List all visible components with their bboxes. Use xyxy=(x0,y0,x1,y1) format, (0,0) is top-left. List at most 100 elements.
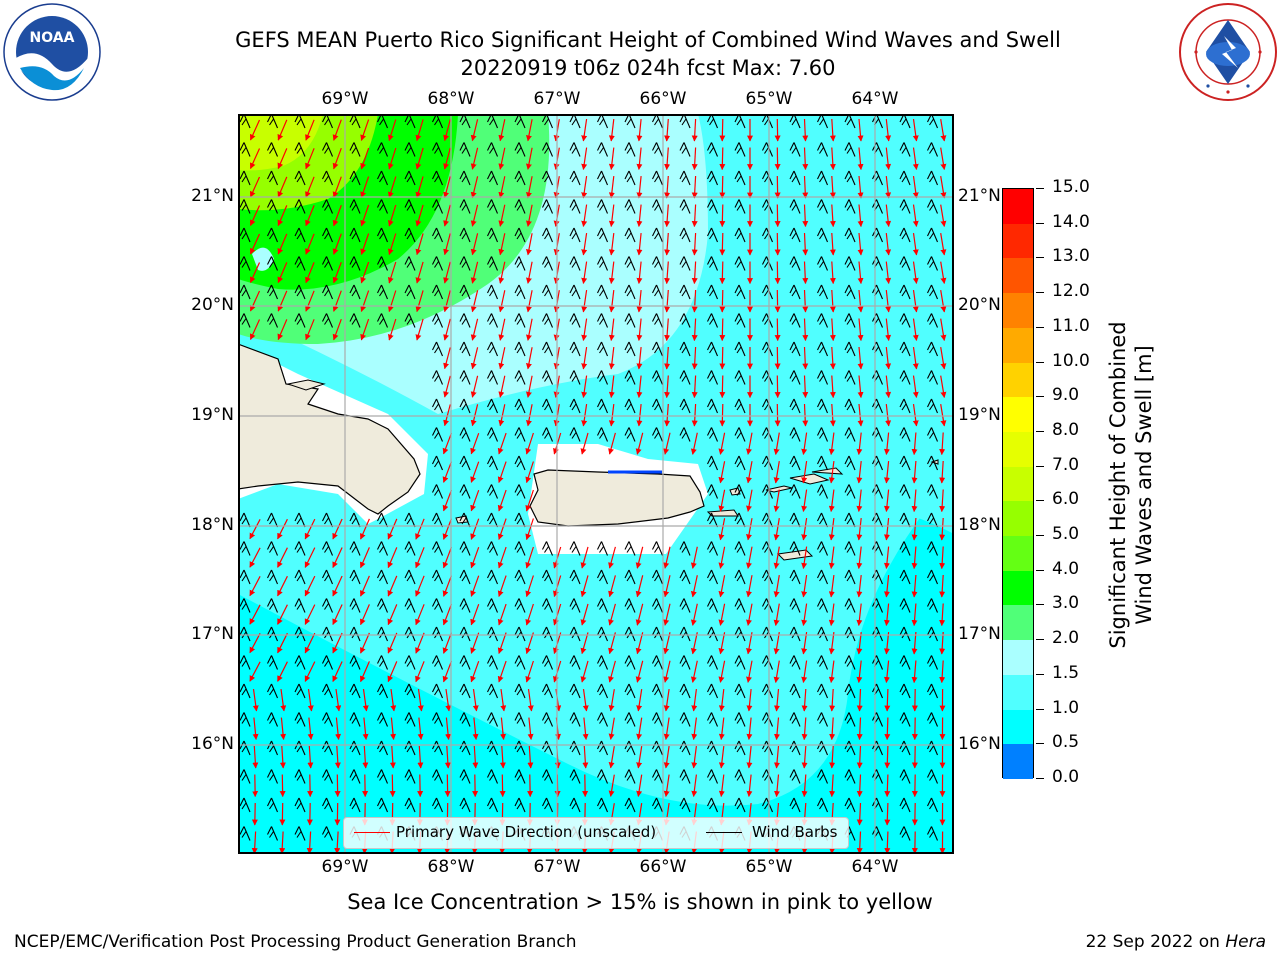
wave-direction-arrow xyxy=(636,261,643,284)
wave-direction-arrow xyxy=(912,404,919,427)
wind-barb xyxy=(349,712,361,727)
lon-label-bottom-64w: 64°W xyxy=(851,857,899,877)
colorbar-tick xyxy=(1036,535,1044,537)
wind-barb xyxy=(734,142,746,157)
wave-direction-arrow xyxy=(940,204,947,227)
wave-direction-arrow xyxy=(939,546,946,570)
wind-barb xyxy=(432,598,444,613)
wind-barb xyxy=(377,598,389,613)
wind-barb xyxy=(294,826,306,841)
wave-direction-arrow xyxy=(636,290,643,313)
wind-barb xyxy=(789,455,801,471)
wind-barb xyxy=(844,655,856,670)
wind-barb xyxy=(432,313,444,328)
wind-barb xyxy=(349,227,361,243)
wind-barb xyxy=(459,227,471,243)
wind-barb xyxy=(652,598,664,613)
wave-direction-layer xyxy=(249,118,947,854)
wind-barb xyxy=(569,227,581,243)
wind-barb xyxy=(514,769,526,784)
wave-direction-arrow xyxy=(608,290,615,313)
wind-barb xyxy=(294,769,306,784)
wave-direction-arrow xyxy=(690,603,698,626)
wave-direction-arrow xyxy=(912,318,919,341)
wave-direction-arrow xyxy=(470,204,479,227)
wave-direction-arrow xyxy=(829,318,836,342)
wind-barb xyxy=(569,398,581,414)
wind-barb xyxy=(597,227,609,243)
wave-direction-arrow xyxy=(249,547,261,568)
wave-direction-arrow xyxy=(332,176,342,198)
wave-direction-arrow xyxy=(442,518,452,540)
wave-direction-arrow xyxy=(801,603,808,626)
wave-direction-arrow xyxy=(801,575,808,598)
wind-barb xyxy=(734,655,746,670)
wind-barb xyxy=(487,512,499,528)
wind-barb xyxy=(239,598,251,613)
colorbar-tick-label: 2.0 xyxy=(1052,628,1080,649)
wind-barb xyxy=(542,398,554,414)
wind-barb xyxy=(679,797,691,813)
wind-barb xyxy=(652,370,664,385)
wave-direction-arrow xyxy=(829,403,836,427)
colorbar-tick xyxy=(1036,361,1044,363)
colorbar-segment xyxy=(1003,362,1033,398)
wind-barb xyxy=(679,227,691,243)
wind-barb xyxy=(817,142,829,157)
wind-barb xyxy=(322,797,334,813)
wind-barb xyxy=(432,512,444,528)
wave-direction-arrow xyxy=(690,432,698,455)
wave-direction-arrow xyxy=(249,290,261,312)
wind-barb xyxy=(404,170,416,186)
wind-barb xyxy=(267,655,279,670)
wind-barb xyxy=(707,227,719,243)
wind-barb xyxy=(597,398,609,414)
wind-barb xyxy=(652,199,664,214)
noaa-logo: NOAA xyxy=(3,3,101,101)
wind-barb xyxy=(294,142,306,157)
wave-direction-arrow xyxy=(773,432,780,455)
wind-barb xyxy=(927,569,939,585)
colorbar-tick-label: 0.5 xyxy=(1052,732,1080,753)
wave-direction-arrow xyxy=(332,575,343,597)
wind-barb xyxy=(294,797,306,813)
wind-barb xyxy=(377,170,389,186)
wave-direction-arrow xyxy=(691,403,698,427)
wind-barb xyxy=(432,569,444,585)
wave-direction-arrow xyxy=(773,518,780,541)
wave-direction-arrow xyxy=(885,147,892,170)
wave-direction-arrow xyxy=(912,147,919,170)
wave-direction-arrow xyxy=(360,233,370,255)
wave-direction-arrow xyxy=(525,489,534,512)
wave-direction-arrow xyxy=(387,233,397,256)
wave-direction-arrow xyxy=(691,175,698,199)
wave-direction-arrow xyxy=(387,147,397,170)
wave-direction-arrow xyxy=(746,489,753,512)
wind-barb xyxy=(267,227,279,243)
wind-barb xyxy=(789,598,801,613)
wave-direction-arrow xyxy=(525,347,533,370)
wind-barb xyxy=(817,199,829,214)
wave-direction-arrow xyxy=(912,233,919,256)
wave-direction-arrow xyxy=(387,204,397,227)
wave-direction-arrow xyxy=(470,318,479,341)
wave-direction-arrow xyxy=(277,575,288,597)
wind-barb xyxy=(734,769,746,784)
wind-barb xyxy=(597,142,609,157)
wave-direction-arrow xyxy=(719,346,726,370)
wave-direction-arrow xyxy=(387,547,398,569)
wave-direction-arrow xyxy=(332,233,342,255)
wind-barb xyxy=(432,284,444,300)
wind-barb xyxy=(927,455,939,471)
wind-barb xyxy=(899,712,911,727)
wave-direction-arrow xyxy=(802,289,809,313)
wave-direction-arrow xyxy=(885,204,892,227)
wave-direction-arrow xyxy=(305,290,315,312)
wave-direction-arrow xyxy=(719,289,726,313)
wind-barb xyxy=(459,199,471,214)
wind-barb xyxy=(542,256,554,271)
wave-direction-arrow xyxy=(939,517,946,541)
wave-direction-arrow xyxy=(608,575,616,598)
wave-direction-arrow xyxy=(801,546,808,569)
wave-direction-arrow xyxy=(470,432,480,455)
